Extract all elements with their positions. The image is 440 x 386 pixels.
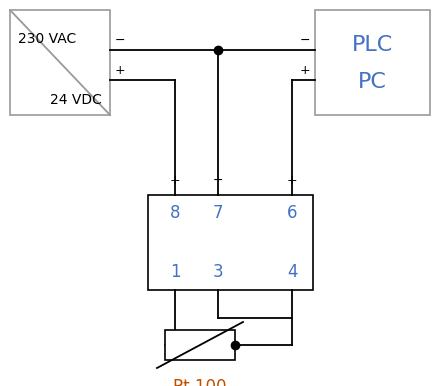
Text: +: + xyxy=(115,64,126,77)
Bar xyxy=(315,10,430,115)
Text: PLC: PLC xyxy=(352,35,393,55)
Text: Pt 100: Pt 100 xyxy=(173,378,227,386)
Text: 230 VAC: 230 VAC xyxy=(18,32,76,46)
Bar xyxy=(148,195,313,290)
Text: 4: 4 xyxy=(287,263,297,281)
Text: −: − xyxy=(115,34,125,47)
Text: −: − xyxy=(300,34,310,47)
Text: 8: 8 xyxy=(170,204,180,222)
Text: +: + xyxy=(287,174,297,187)
Text: 7: 7 xyxy=(213,204,223,222)
Bar xyxy=(10,10,110,115)
Bar xyxy=(165,330,235,360)
Text: PC: PC xyxy=(358,72,387,92)
Text: 3: 3 xyxy=(213,263,224,281)
Text: 1: 1 xyxy=(170,263,180,281)
Text: 24 VDC: 24 VDC xyxy=(50,93,102,107)
Text: −: − xyxy=(213,174,223,187)
Text: +: + xyxy=(170,174,180,187)
Text: +: + xyxy=(299,64,310,77)
Text: 6: 6 xyxy=(287,204,297,222)
